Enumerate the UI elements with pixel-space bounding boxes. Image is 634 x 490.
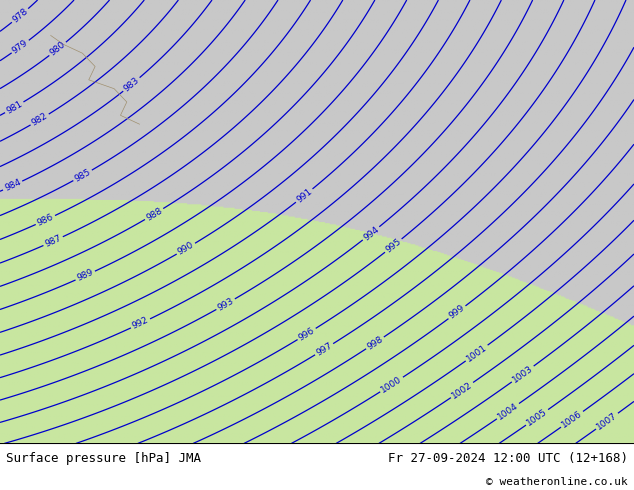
Text: 997: 997 [314,341,334,358]
Text: 1007: 1007 [595,411,619,432]
Text: 993: 993 [216,296,235,313]
Text: 1000: 1000 [380,374,404,394]
Text: © weatheronline.co.uk: © weatheronline.co.uk [486,477,628,487]
Text: 1003: 1003 [511,364,534,385]
Text: 992: 992 [131,316,150,331]
Text: 999: 999 [448,303,467,321]
Text: 987: 987 [44,234,63,249]
Text: 1001: 1001 [465,343,489,364]
Text: Surface pressure [hPa] JMA: Surface pressure [hPa] JMA [6,452,202,465]
Text: 1004: 1004 [496,401,520,421]
Text: 1005: 1005 [525,407,549,428]
Text: 984: 984 [3,178,22,193]
Text: 979: 979 [11,38,30,55]
Text: 995: 995 [384,237,403,254]
Text: 983: 983 [122,75,141,94]
Text: 981: 981 [4,99,24,116]
Text: 985: 985 [73,167,93,184]
Text: 986: 986 [36,212,55,228]
Text: 988: 988 [145,206,164,222]
Text: 978: 978 [11,6,30,25]
Text: 991: 991 [295,187,314,204]
Text: 996: 996 [297,326,316,343]
Text: 1002: 1002 [450,380,474,400]
Text: 982: 982 [30,111,49,128]
Text: 1006: 1006 [560,409,584,430]
Text: 998: 998 [365,334,385,351]
Text: 990: 990 [176,241,196,257]
Text: Fr 27-09-2024 12:00 UTC (12+168): Fr 27-09-2024 12:00 UTC (12+168) [387,452,628,465]
Text: 989: 989 [75,268,95,283]
Text: 994: 994 [361,224,380,242]
Text: 980: 980 [48,40,67,58]
